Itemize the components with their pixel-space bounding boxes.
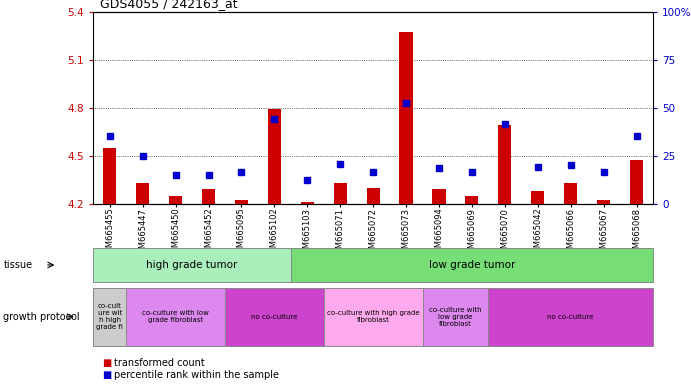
Bar	[169, 195, 182, 204]
Bar	[268, 109, 281, 204]
Text: ■: ■	[102, 358, 112, 368]
Text: co-cult
ure wit
h high
grade fi: co-cult ure wit h high grade fi	[96, 303, 123, 330]
Bar	[630, 161, 643, 204]
Bar	[498, 125, 511, 204]
Text: tissue: tissue	[3, 260, 32, 270]
Text: no co-culture: no co-culture	[547, 314, 594, 320]
Text: GDS4055 / 242163_at: GDS4055 / 242163_at	[100, 0, 238, 10]
Text: transformed count: transformed count	[114, 358, 205, 368]
Bar	[465, 195, 478, 204]
Bar	[366, 187, 380, 204]
Bar	[235, 200, 248, 204]
Bar	[399, 32, 413, 204]
Text: co-culture with low
grade fibroblast: co-culture with low grade fibroblast	[142, 310, 209, 323]
Text: ■: ■	[102, 370, 112, 380]
Text: co-culture with
low grade
fibroblast: co-culture with low grade fibroblast	[429, 307, 482, 327]
Text: no co-culture: no co-culture	[252, 314, 298, 320]
Text: growth protocol: growth protocol	[3, 312, 80, 322]
Bar	[136, 183, 149, 204]
Bar	[202, 189, 215, 204]
Text: co-culture with high grade
fibroblast: co-culture with high grade fibroblast	[327, 310, 419, 323]
Bar	[531, 191, 545, 204]
Bar	[301, 202, 314, 204]
Bar	[564, 183, 577, 204]
Bar	[433, 189, 446, 204]
Bar	[103, 147, 116, 204]
Bar	[597, 200, 610, 204]
Text: low grade tumor: low grade tumor	[428, 260, 515, 270]
Text: high grade tumor: high grade tumor	[146, 260, 238, 270]
Text: percentile rank within the sample: percentile rank within the sample	[114, 370, 279, 380]
Bar	[334, 183, 347, 204]
